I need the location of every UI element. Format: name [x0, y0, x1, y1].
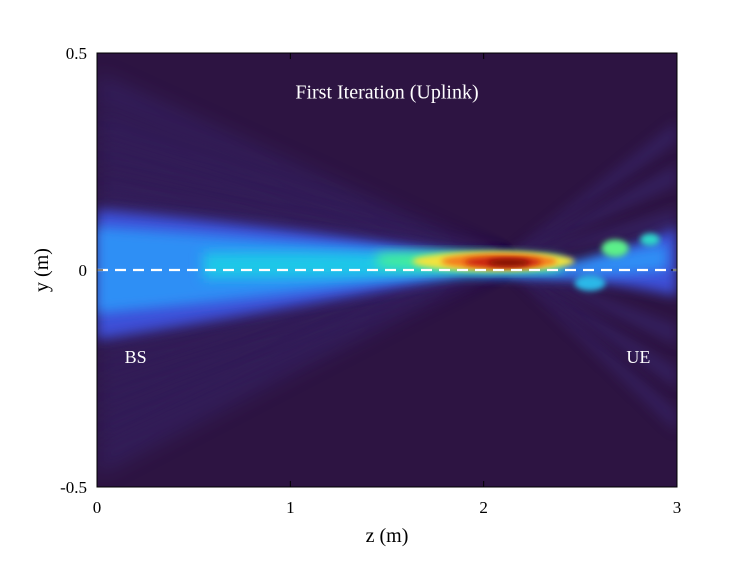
annotation-bs: BS [125, 347, 147, 367]
y-tick-label: -0.5 [60, 478, 87, 497]
heatmap-sidelobes [97, 73, 677, 475]
side-lobe [97, 259, 503, 415]
ue-lobe-lower [574, 275, 606, 291]
side-lobe [97, 259, 503, 445]
side-lobe [503, 207, 677, 264]
x-tick-label: 3 [673, 498, 682, 517]
y-axis-label: y (m) [31, 248, 53, 292]
chart-title: First Iteration (Uplink) [295, 82, 478, 104]
side-lobe [97, 259, 503, 475]
side-lobe [503, 259, 677, 389]
x-tick-label: 1 [286, 498, 295, 517]
beam-core-darkred [487, 259, 531, 267]
side-lobe [503, 121, 677, 264]
side-lobe [97, 73, 503, 264]
heatmap-beam [97, 209, 677, 340]
y-tick-label: 0.5 [66, 44, 87, 63]
x-tick-label: 0 [93, 498, 102, 517]
annotation-ue: UE [626, 347, 650, 367]
x-axis-ticks: 0 1 2 3 [93, 53, 682, 517]
plot-area [96, 52, 678, 488]
side-lobe [503, 259, 677, 346]
side-lobe [97, 169, 503, 264]
y-axis-ticks: -0.5 0 0.5 [60, 44, 677, 497]
x-axis-label: z (m) [366, 525, 409, 547]
side-lobe [503, 259, 677, 432]
ue-lobe-cyan [640, 233, 660, 246]
side-lobe [97, 108, 503, 264]
side-lobe [503, 164, 677, 264]
y-tick-label: 0 [79, 261, 88, 280]
side-lobe [97, 138, 503, 264]
ue-lobe-green [601, 239, 629, 257]
x-tick-label: 2 [479, 498, 488, 517]
side-lobe [97, 259, 503, 384]
